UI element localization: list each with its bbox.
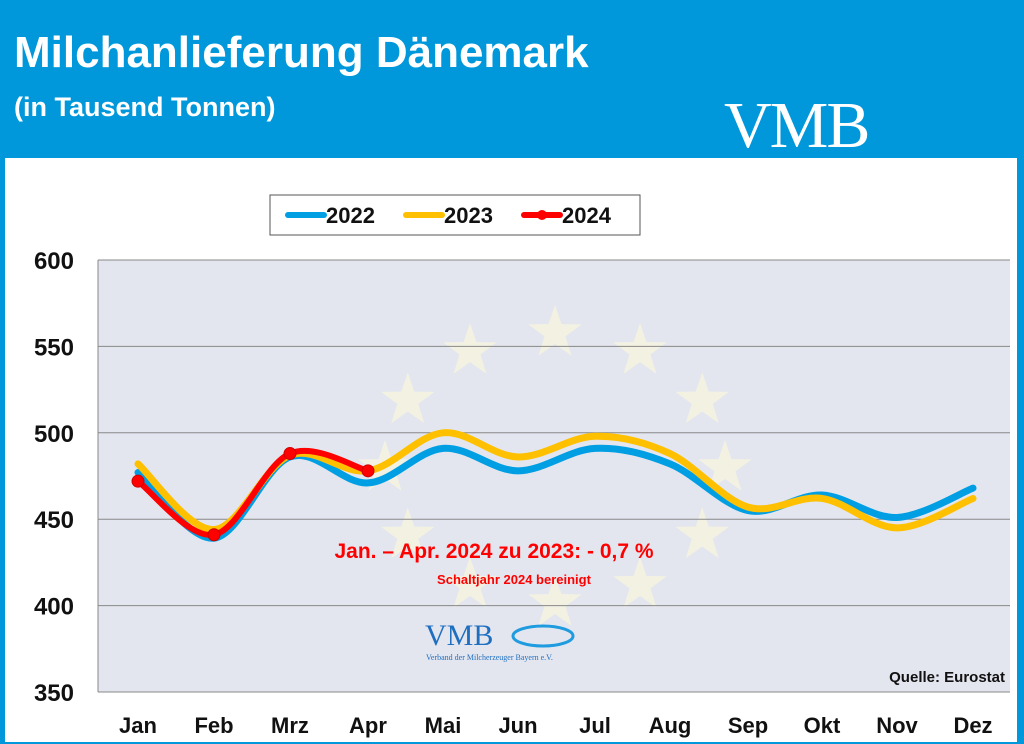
eu-star-icon	[675, 372, 729, 424]
eu-star-icon	[381, 507, 435, 559]
y-tick-label: 550	[34, 334, 74, 361]
series-marker-2024	[131, 474, 145, 488]
series-marker-2024	[207, 528, 221, 542]
eu-star-icon	[698, 440, 752, 491]
watermark-logo: VMB	[425, 619, 493, 652]
x-tick-label: Mrz	[271, 713, 309, 738]
x-tick-label: Mai	[425, 713, 462, 738]
x-tick-label: Nov	[876, 713, 918, 738]
x-tick-label: Apr	[349, 713, 387, 738]
legend	[269, 194, 641, 236]
x-tick-label: Dez	[953, 713, 992, 738]
y-tick-label: 350	[34, 680, 74, 707]
eu-star-icon	[528, 575, 582, 626]
page-title: Milchanlieferung Dänemark	[14, 28, 589, 77]
x-tick-label: Feb	[194, 713, 233, 738]
annotation-leap-year: Schaltjahr 2024 bereinigt	[437, 572, 592, 587]
eu-star-icon	[443, 323, 497, 374]
x-tick-label: Okt	[804, 713, 841, 738]
y-tick-label: 500	[34, 421, 74, 448]
eu-star-icon	[613, 323, 667, 374]
x-tick-label: Aug	[649, 713, 692, 738]
vmb-logo: VMB	[724, 89, 870, 162]
eu-star-icon	[675, 507, 729, 559]
eu-star-icon	[381, 372, 435, 424]
eu-star-icon	[528, 305, 582, 356]
legend-label: 2024	[562, 203, 612, 228]
annotation-change: Jan. – Apr. 2024 zu 2023: - 0,7 %	[334, 540, 653, 563]
page-subtitle: (in Tausend Tonnen)	[14, 92, 276, 122]
y-tick-label: 600	[34, 248, 74, 275]
watermark-logo-swirl-icon	[511, 624, 575, 648]
series-marker-2024	[283, 447, 297, 461]
x-tick-label: Jun	[498, 713, 537, 738]
series-line-2024	[135, 447, 371, 538]
x-tick-label: Jan	[119, 713, 157, 738]
watermark-text: Verband der Milcherzeuger Bayern e.V.	[426, 653, 553, 662]
source-label: Quelle: Eurostat	[889, 669, 1005, 686]
y-tick-label: 450	[34, 507, 74, 534]
x-tick-label: Jul	[579, 713, 611, 738]
eu-star-icon	[613, 556, 667, 608]
series-marker-2024	[361, 464, 375, 478]
y-tick-label: 400	[34, 594, 74, 621]
legend-label: 2023	[444, 203, 493, 228]
x-tick-label: Sep	[728, 713, 768, 738]
legend-marker	[537, 210, 547, 220]
legend-label: 2022	[326, 203, 375, 228]
eu-star-icon	[443, 556, 497, 608]
